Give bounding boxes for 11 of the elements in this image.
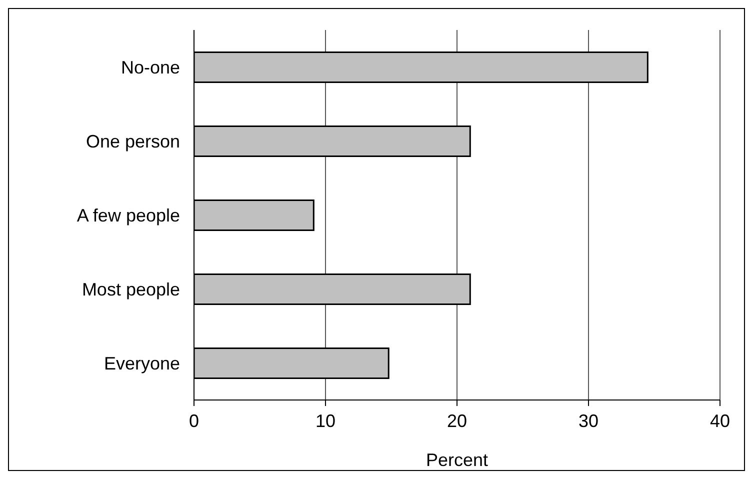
- x-tick-label: 20: [446, 410, 468, 431]
- y-tick-label: No-one: [120, 57, 180, 78]
- x-tick-label: 0: [188, 410, 200, 431]
- y-tick-label: Everyone: [104, 353, 180, 374]
- x-tick-label: 10: [315, 410, 336, 431]
- y-tick-label: One person: [86, 131, 180, 152]
- x-tick-label: 30: [578, 410, 599, 431]
- x-tick-label: 40: [710, 410, 730, 431]
- x-axis-title: Percent: [426, 450, 488, 470]
- y-tick-label: Most people: [82, 279, 180, 300]
- y-tick-label: A few people: [76, 205, 180, 226]
